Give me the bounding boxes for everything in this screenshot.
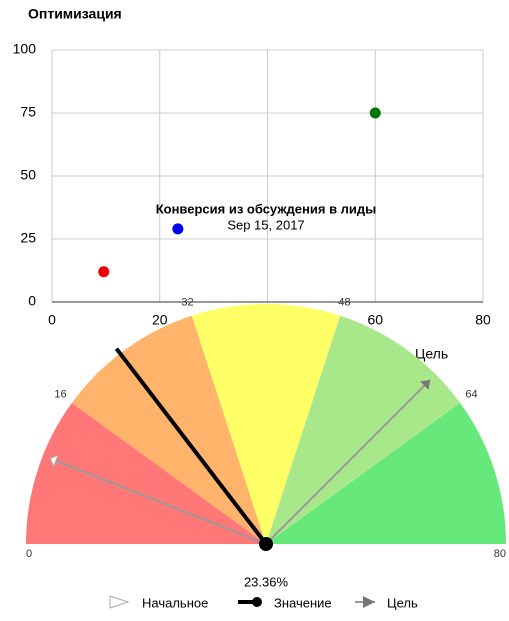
x-tick-label: 80	[475, 312, 491, 328]
x-tick-label: 0	[48, 312, 56, 328]
gauge-tick-label: 80	[494, 548, 506, 560]
target-marker	[265, 379, 431, 545]
legend-label: Цель	[387, 595, 418, 610]
gauge-band	[71, 315, 266, 544]
legend-icon	[109, 595, 130, 609]
gauge-tick-label: 0	[26, 548, 32, 560]
legend-icon	[252, 597, 262, 607]
x-tick-label: 60	[367, 312, 383, 328]
gauge-tick-label: 32	[181, 296, 193, 308]
y-tick-label: 75	[20, 104, 36, 120]
gauge-tick-label: 16	[54, 389, 66, 401]
gauge-band	[266, 402, 506, 544]
gauge-tick-label: 64	[465, 389, 477, 401]
value-label: 23.36%	[244, 574, 289, 589]
legend-label: Значение	[274, 595, 332, 610]
start-arrow	[49, 454, 59, 468]
y-tick-label: 50	[20, 167, 36, 183]
chart-title: Оптимизация	[28, 6, 122, 22]
gauge-tick-label: 48	[338, 296, 350, 308]
x-tick-label: 20	[152, 312, 168, 328]
legend-label: Начальное	[142, 595, 208, 610]
point	[172, 223, 184, 235]
needle	[114, 347, 268, 546]
y-tick-label: 25	[20, 230, 36, 246]
tooltip-subtitle: Sep 15, 2017	[227, 217, 304, 232]
target-arrow	[420, 379, 431, 390]
start-marker	[49, 457, 267, 545]
tooltip-title: Конверсия из обсуждения в лиды	[156, 201, 377, 216]
point	[369, 107, 381, 119]
legend-label: Цель	[415, 346, 448, 362]
needle-hub	[259, 537, 273, 551]
y-tick-label: 0	[28, 293, 36, 309]
y-tick-label: 100	[13, 41, 37, 57]
gauge-band	[191, 304, 341, 544]
gauge-band	[26, 402, 266, 544]
gauge-band	[266, 315, 461, 544]
point	[98, 266, 110, 278]
legend-icon	[363, 596, 375, 608]
